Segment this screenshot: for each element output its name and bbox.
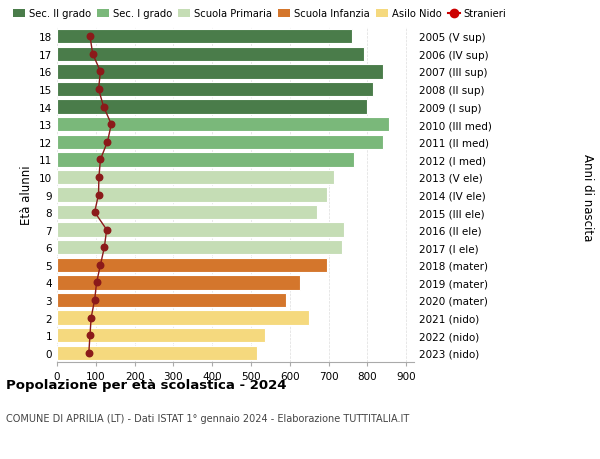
Bar [57,48,364,62]
Point [86,314,96,322]
Point [90,209,100,216]
Point [107,121,116,129]
Point [102,226,112,234]
Bar [57,65,383,79]
Point [100,244,109,252]
Point [85,332,95,339]
Point [94,86,103,94]
Bar [57,346,257,360]
Bar [57,100,367,115]
Point [95,68,105,76]
Bar [57,83,373,97]
Point [94,174,104,181]
Y-axis label: Età alunni: Età alunni [20,165,34,225]
Bar [57,118,389,132]
Bar [57,293,286,308]
Point [95,157,105,164]
Text: COMUNE DI APRILIA (LT) - Dati ISTAT 1° gennaio 2024 - Elaborazione TUTTITALIA.IT: COMUNE DI APRILIA (LT) - Dati ISTAT 1° g… [6,413,409,423]
Bar [57,30,352,45]
Bar [57,241,342,255]
Text: Popolazione per età scolastica - 2024: Popolazione per età scolastica - 2024 [6,379,287,392]
Point [103,139,112,146]
Point [85,34,95,41]
Bar [57,170,334,185]
Point [88,51,97,58]
Bar [57,188,326,202]
Bar [57,153,354,167]
Point [84,349,94,357]
Point [95,262,105,269]
Point [92,279,101,286]
Bar [57,328,265,342]
Bar [57,311,309,325]
Bar [57,135,383,150]
Point [90,297,100,304]
Legend: Sec. II grado, Sec. I grado, Scuola Primaria, Scuola Infanzia, Asilo Nido, Stran: Sec. II grado, Sec. I grado, Scuola Prim… [11,7,509,21]
Bar [57,223,344,237]
Text: Anni di nascita: Anni di nascita [581,154,594,241]
Bar [57,258,326,273]
Bar [57,206,317,220]
Point [94,191,103,199]
Point [99,104,109,111]
Bar [57,275,299,290]
